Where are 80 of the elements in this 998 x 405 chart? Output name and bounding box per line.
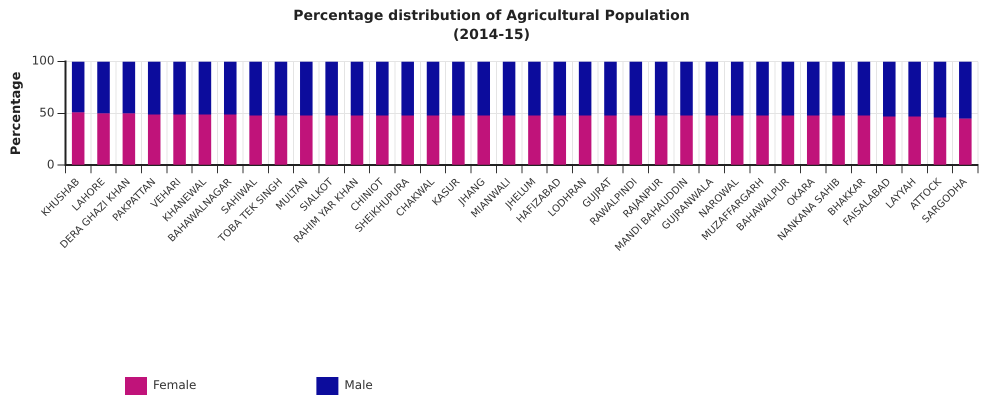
- bar: [325, 62, 338, 116]
- bar: [502, 62, 516, 116]
- legend-label: Female: [153, 378, 196, 392]
- bar: [173, 114, 186, 165]
- bar: [274, 62, 288, 116]
- bar: [528, 62, 541, 116]
- chart-subtitle: (2014-15): [452, 26, 530, 43]
- bar: [782, 62, 794, 116]
- bar: [604, 115, 617, 165]
- bar: [300, 115, 313, 165]
- bar: [654, 115, 668, 165]
- bar: [97, 113, 110, 165]
- bar: [756, 62, 769, 116]
- bar: [832, 115, 845, 165]
- bar: [452, 115, 465, 165]
- bar: [680, 62, 693, 116]
- bar: [249, 62, 262, 116]
- bar: [148, 114, 160, 165]
- bar: [883, 62, 896, 117]
- bar: [72, 62, 84, 112]
- bar: [325, 115, 338, 165]
- bar: [224, 114, 237, 165]
- bar: [72, 112, 84, 165]
- bar: [832, 62, 845, 116]
- bar: [122, 113, 136, 165]
- bar: [654, 62, 668, 116]
- bar: [502, 115, 516, 165]
- bar: [782, 115, 794, 165]
- bar: [806, 115, 820, 165]
- bar: [578, 62, 592, 116]
- bar: [376, 62, 389, 116]
- bar: [806, 62, 820, 116]
- bar: [350, 115, 364, 165]
- bar: [858, 62, 870, 116]
- bar: [604, 62, 617, 116]
- bar: [630, 62, 642, 116]
- bar: [528, 115, 541, 165]
- bar: [148, 62, 160, 114]
- bar: [452, 62, 465, 116]
- bar: [883, 116, 896, 165]
- bar: [198, 114, 212, 165]
- y-axis-title: Percentage: [9, 71, 24, 156]
- bar: [122, 62, 136, 114]
- bar: [300, 62, 313, 116]
- bar: [706, 115, 718, 165]
- bar: [908, 62, 921, 117]
- chart-title: Percentage distribution of Agricultural Population: [293, 8, 690, 24]
- bar: [959, 118, 972, 165]
- bar: [426, 115, 440, 165]
- bar: [426, 62, 440, 116]
- bar: [934, 62, 946, 118]
- bar: [350, 62, 364, 116]
- bar: [198, 62, 212, 114]
- bar: [756, 115, 769, 165]
- bar: [730, 62, 744, 116]
- bar: [477, 115, 490, 165]
- bar: [224, 62, 237, 114]
- y-tick-label: 50: [39, 106, 55, 120]
- y-tick-label: 0: [46, 157, 55, 172]
- bar: [274, 115, 288, 165]
- bar: [858, 115, 870, 165]
- bar: [477, 62, 490, 116]
- legend-label: Male: [344, 378, 373, 392]
- bar: [249, 115, 262, 165]
- bar: [730, 115, 744, 165]
- bar: [630, 115, 642, 165]
- bar: [554, 115, 566, 165]
- bar: [554, 62, 566, 116]
- bar: [97, 62, 110, 114]
- bar: [706, 62, 718, 116]
- y-tick-label: 100: [32, 54, 55, 68]
- bar: [680, 115, 693, 165]
- bar: [401, 62, 414, 116]
- bar: [376, 115, 389, 165]
- bar: [934, 118, 946, 165]
- bar: [959, 62, 972, 119]
- bar: [173, 62, 186, 114]
- bar: [401, 115, 414, 165]
- bar: [578, 115, 592, 165]
- bar: [908, 116, 921, 165]
